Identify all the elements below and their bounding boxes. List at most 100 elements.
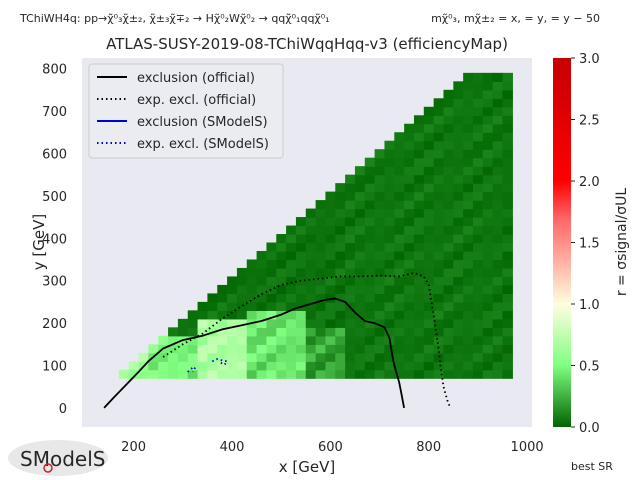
heatmap-cell bbox=[256, 267, 268, 278]
heatmap-cell bbox=[472, 72, 484, 82]
heatmap-cell bbox=[433, 293, 445, 303]
heatmap-cell bbox=[354, 369, 366, 379]
heatmap-cell bbox=[472, 361, 484, 371]
heatmap-cell bbox=[286, 310, 297, 320]
heatmap-cell bbox=[335, 318, 346, 328]
heatmap-cell bbox=[482, 310, 494, 320]
heatmap-cell bbox=[177, 327, 189, 337]
heatmap-cell bbox=[394, 208, 405, 218]
heatmap-cell bbox=[246, 267, 258, 278]
heatmap-cell bbox=[305, 284, 317, 294]
heatmap-cell bbox=[413, 225, 425, 235]
heatmap-cell bbox=[394, 174, 405, 184]
series-line bbox=[162, 272, 452, 409]
heatmap-cell bbox=[492, 310, 504, 320]
heatmap-cell bbox=[492, 98, 504, 108]
heatmap-cell bbox=[453, 242, 464, 252]
heatmap-cell bbox=[256, 250, 268, 261]
heatmap-cell bbox=[472, 276, 484, 286]
heatmap-cell bbox=[404, 242, 415, 252]
heatmap-cell bbox=[384, 225, 395, 235]
x-tick-label: 600 bbox=[318, 440, 343, 455]
heatmap-cell bbox=[463, 174, 474, 184]
heatmap-cell bbox=[453, 225, 464, 235]
heatmap-cell bbox=[364, 183, 376, 193]
heatmap-cell bbox=[227, 344, 238, 354]
heatmap-cell bbox=[345, 191, 356, 201]
heatmap-cell bbox=[315, 310, 327, 320]
heatmap-cell bbox=[463, 140, 474, 150]
heatmap-cell bbox=[453, 174, 464, 184]
heatmap-cell bbox=[286, 301, 297, 311]
heatmap-cell bbox=[492, 293, 504, 303]
heatmap-cell bbox=[286, 369, 297, 379]
heatmap-cell bbox=[443, 352, 454, 362]
y-tick-label: 300 bbox=[42, 275, 67, 290]
heatmap-cell bbox=[295, 352, 307, 362]
heatmap-cell bbox=[502, 123, 513, 133]
heatmap-cell bbox=[384, 200, 395, 210]
heatmap-cell bbox=[463, 267, 474, 278]
heatmap-cell bbox=[433, 242, 445, 252]
heatmap-cell bbox=[335, 200, 346, 210]
heatmap-cell bbox=[404, 140, 415, 150]
series-line bbox=[103, 297, 405, 409]
heatmap-cell bbox=[472, 327, 484, 337]
heatmap-cell bbox=[236, 369, 248, 379]
smodels-logo: SModelS bbox=[8, 440, 108, 476]
heatmap-cell bbox=[335, 310, 346, 320]
heatmap-cell bbox=[207, 352, 218, 362]
legend-label-exp-excl-official: exp. excl. (official) bbox=[137, 93, 256, 108]
x-axis-label: x [GeV] bbox=[279, 458, 335, 476]
heatmap-cell bbox=[482, 284, 494, 294]
heatmap-cell bbox=[364, 293, 376, 303]
heatmap-cell bbox=[453, 267, 464, 278]
heatmap-cell bbox=[492, 191, 504, 201]
heatmap-cell bbox=[443, 234, 454, 244]
heatmap-cell bbox=[502, 352, 513, 362]
logo-orbit-icon bbox=[43, 463, 53, 473]
heatmap-cell bbox=[463, 132, 474, 142]
heatmap-cell bbox=[315, 335, 327, 345]
heatmap-cell bbox=[246, 335, 258, 345]
heatmap-cell bbox=[266, 259, 277, 269]
heatmap-cell bbox=[384, 344, 395, 354]
heatmap-cell bbox=[463, 259, 474, 269]
heatmap-cell bbox=[394, 276, 405, 286]
heatmap-cell bbox=[453, 132, 464, 142]
heatmap-cell bbox=[384, 327, 395, 337]
heatmap-cell bbox=[345, 276, 356, 286]
heatmap-cell bbox=[433, 284, 445, 294]
heatmap-cell bbox=[482, 140, 494, 150]
heatmap-cell bbox=[482, 191, 494, 201]
heatmap-cell bbox=[335, 369, 346, 379]
heatmap-cell bbox=[423, 335, 435, 345]
heatmap-cell bbox=[404, 157, 415, 167]
heatmap-cell bbox=[158, 369, 169, 379]
heatmap-cell bbox=[354, 301, 366, 311]
heatmap-cell bbox=[413, 293, 425, 303]
heatmap-cell bbox=[197, 344, 209, 354]
heatmap-cell bbox=[217, 352, 228, 362]
heatmap-cell bbox=[197, 318, 209, 328]
heatmap-cell bbox=[305, 250, 317, 261]
heatmap-cell bbox=[227, 293, 238, 303]
heatmap-cell bbox=[354, 352, 366, 362]
heatmap-cell bbox=[345, 174, 356, 184]
process-label: TChiWH4q: pp→χ̃⁰₃χ̃±₂, χ̃±₃χ̃∓₂ → Hχ̃⁰₂W… bbox=[19, 12, 330, 25]
heatmap-cell bbox=[502, 174, 513, 184]
heatmap-cell bbox=[463, 344, 474, 354]
heatmap-cell bbox=[413, 242, 425, 252]
heatmap-cell bbox=[374, 242, 386, 252]
heatmap-cell bbox=[236, 352, 248, 362]
heatmap-cell bbox=[433, 115, 445, 125]
heatmap-cell bbox=[187, 361, 199, 371]
heatmap-cell bbox=[345, 293, 356, 303]
heatmap-cell bbox=[217, 344, 228, 354]
heatmap-cell bbox=[217, 318, 228, 328]
heatmap-cell bbox=[276, 361, 287, 371]
heatmap-cell bbox=[197, 301, 209, 311]
heatmap-cell bbox=[433, 208, 445, 218]
heatmap-cell bbox=[394, 217, 405, 227]
heatmap-cell bbox=[492, 72, 504, 82]
